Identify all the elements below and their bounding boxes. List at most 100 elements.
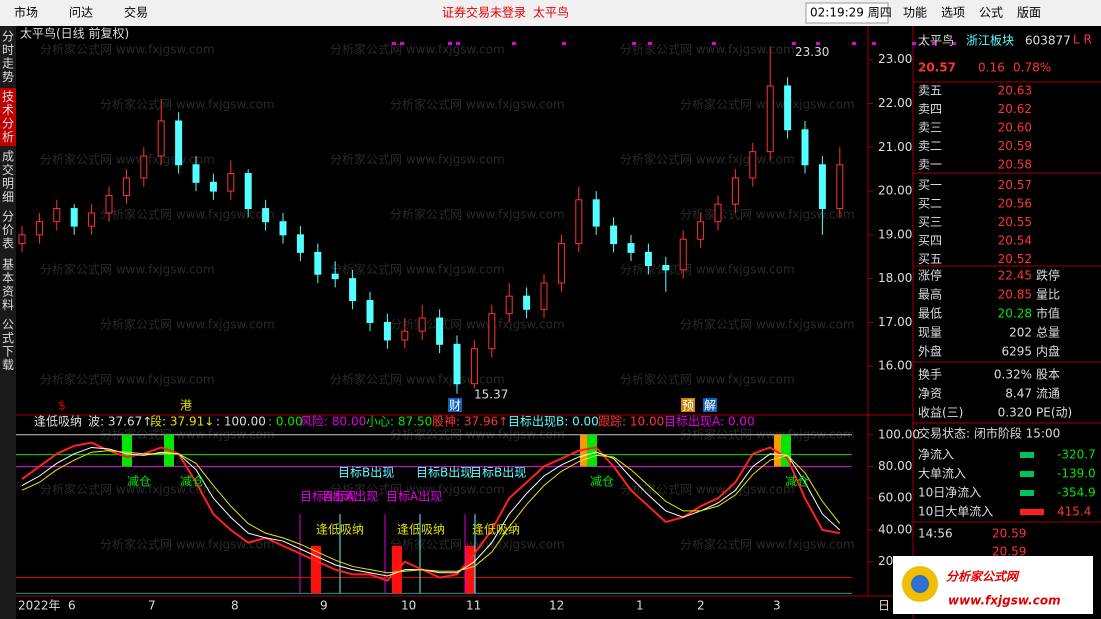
flag: L R (1073, 33, 1092, 47)
watermark: 分析家公式网 www.fxjgsw.com (390, 317, 565, 332)
stat-label: PE(动) (1036, 406, 1072, 420)
book-label: 卖四 (918, 102, 942, 116)
side-tab[interactable]: 术 (2, 103, 14, 117)
candle-body (818, 164, 826, 210)
side-tab[interactable]: 技 (2, 90, 14, 104)
indicator-line (21, 450, 841, 574)
event-marker[interactable]: 解 (704, 399, 716, 413)
stock-link[interactable]: 太平鸟 (533, 5, 569, 20)
side-tab[interactable]: 资 (2, 285, 14, 299)
watermark: 分析家公式网 www.fxjgsw.com (620, 42, 795, 57)
watermark: 分析家公式网 www.fxjgsw.com (100, 207, 275, 222)
y-tick-label: 16.00 (878, 359, 912, 373)
candle-body (227, 173, 235, 192)
x-tick-label: 日 (878, 599, 890, 613)
signal-label: 目标B出现 (470, 466, 526, 480)
signal-dot (872, 42, 876, 45)
signal-dot (648, 42, 652, 45)
menu-item[interactable]: 交易 (124, 5, 148, 20)
active-tab (0, 88, 16, 146)
candle-body (679, 238, 687, 271)
menu-item[interactable]: 选项 (941, 6, 965, 20)
indicator-line (21, 446, 841, 577)
watermark: 分析家公式网 www.fxjgsw.com (330, 42, 505, 57)
indicator-param: 段: 37.91↓ (150, 414, 214, 429)
event-marker[interactable]: 港 (180, 399, 192, 413)
menu-item[interactable]: 公式 (979, 6, 1003, 20)
signal-label: 目标A出现 (322, 490, 378, 504)
candle-body (349, 278, 357, 302)
signal-dot (512, 42, 516, 45)
menu-item[interactable]: 版面 (1017, 6, 1041, 20)
candle-body (157, 120, 165, 157)
flow-bar (1020, 490, 1034, 496)
side-tab[interactable]: 载 (2, 358, 14, 372)
watermark: 分析家公式网 www.fxjgsw.com (40, 42, 215, 57)
y-tick-label: 60.00 (878, 491, 912, 505)
candle-body (35, 221, 43, 236)
side-tab[interactable]: 本 (2, 271, 14, 285)
stat-value: 20.85 (998, 288, 1032, 302)
candle-body (279, 221, 287, 236)
event-marker[interactable]: $ (58, 399, 66, 413)
price: 20.57 (918, 61, 956, 75)
watermark: 分析家公式网 www.fxjgsw.com (390, 207, 565, 222)
side-tab[interactable]: 析 (2, 130, 14, 144)
event-marker[interactable]: 预 (682, 399, 694, 413)
event-marker[interactable]: 财 (449, 399, 461, 413)
indicator-param: 风险: 80.00 (300, 414, 366, 429)
watermark: 分析家公式网 www.fxjgsw.com (40, 482, 215, 497)
stat-value: 22.45 (998, 269, 1032, 283)
x-tick-label: 3 (773, 599, 781, 613)
side-tab[interactable]: 成 (2, 150, 14, 164)
candle-body (801, 129, 809, 166)
side-tab[interactable]: 分 (2, 210, 14, 224)
side-tab[interactable]: 细 (2, 190, 14, 204)
candle-body (314, 251, 322, 275)
menu-item[interactable]: 市场 (14, 5, 38, 20)
stat-label: 外盘 (918, 344, 942, 359)
stock-name: 太平鸟 (918, 33, 954, 48)
watermark: 分析家公式网 www.fxjgsw.com (40, 152, 215, 167)
side-tab[interactable]: 表 (2, 237, 14, 251)
side-tab[interactable]: 分 (2, 30, 14, 44)
x-tick-label: 10 (401, 599, 416, 613)
side-tab[interactable]: 分 (2, 117, 14, 131)
watermark: 分析家公式网 www.fxjgsw.com (330, 482, 505, 497)
side-tab[interactable]: 势 (2, 70, 14, 84)
side-tab[interactable]: 料 (2, 298, 14, 312)
book-label: 买二 (918, 197, 942, 211)
side-tab[interactable]: 基 (2, 258, 14, 272)
candle-body (70, 208, 78, 227)
menu-item[interactable]: 问达 (69, 6, 93, 20)
logo-name: 分析家公式网 (946, 570, 1020, 584)
side-tab[interactable]: 下 (2, 345, 14, 359)
side-tab[interactable]: 价 (2, 223, 14, 237)
flow-bar (1020, 471, 1034, 477)
side-tab[interactable]: 明 (2, 177, 14, 191)
side-tab[interactable]: 交 (2, 162, 14, 177)
candle-body (192, 164, 200, 183)
stat-value: 6295 (1001, 345, 1032, 359)
side-tab[interactable]: 走 (2, 57, 14, 71)
y-tick-label: 23.00 (878, 52, 912, 66)
watermark: 分析家公式网 www.fxjgsw.com (680, 427, 855, 442)
side-tab[interactable]: 时 (2, 43, 14, 57)
book-label: 卖一 (918, 158, 942, 172)
side-tab[interactable]: 式 (2, 331, 14, 345)
y-tick-label: 21.00 (878, 140, 912, 154)
book-label: 买五 (918, 252, 942, 266)
stat-label: 量比 (1036, 288, 1060, 302)
signal-label: 目标A出现 (300, 490, 356, 504)
x-tick-label: 7 (148, 599, 156, 613)
x-tick-label: 2022年 (18, 599, 61, 613)
side-tab[interactable]: 公 (2, 318, 14, 332)
stat-label: 流通 (1036, 387, 1060, 401)
signal-label: 减仓 (590, 475, 614, 489)
candle-body (505, 295, 513, 315)
signal-label: 逢低吸纳 (316, 523, 364, 537)
book-price: 20.56 (998, 197, 1032, 211)
change: 0.16 (978, 61, 1005, 75)
menu-item[interactable]: 功能 (903, 6, 927, 20)
